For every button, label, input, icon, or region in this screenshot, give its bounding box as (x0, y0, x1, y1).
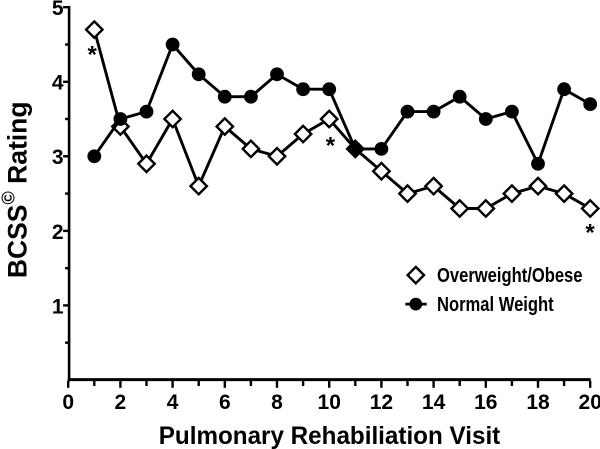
svg-text:0: 0 (62, 391, 74, 414)
svg-text:2: 2 (115, 391, 127, 414)
svg-text:Normal Weight: Normal Weight (437, 294, 554, 316)
svg-text:4: 4 (52, 72, 64, 95)
svg-text:*: * (585, 219, 595, 246)
svg-text:14: 14 (422, 391, 446, 414)
svg-text:8: 8 (271, 391, 283, 414)
svg-text:4: 4 (167, 391, 179, 414)
svg-text:BCSS© Rating: BCSS© Rating (0, 101, 32, 278)
svg-text:16: 16 (474, 391, 497, 414)
svg-text:Pulmonary Rehabiliation Visit: Pulmonary Rehabiliation Visit (159, 422, 501, 449)
svg-text:2: 2 (52, 221, 64, 244)
svg-text:20: 20 (579, 391, 600, 414)
svg-text:10: 10 (318, 391, 341, 414)
svg-text:18: 18 (526, 391, 550, 414)
svg-text:3: 3 (52, 146, 64, 169)
svg-text:*: * (326, 132, 336, 159)
svg-text:5: 5 (52, 0, 64, 20)
svg-text:6: 6 (219, 391, 231, 414)
svg-text:12: 12 (370, 391, 393, 414)
svg-text:Overweight/Obese: Overweight/Obese (437, 265, 583, 287)
svg-text:1: 1 (52, 295, 64, 318)
svg-text:*: * (88, 41, 98, 68)
